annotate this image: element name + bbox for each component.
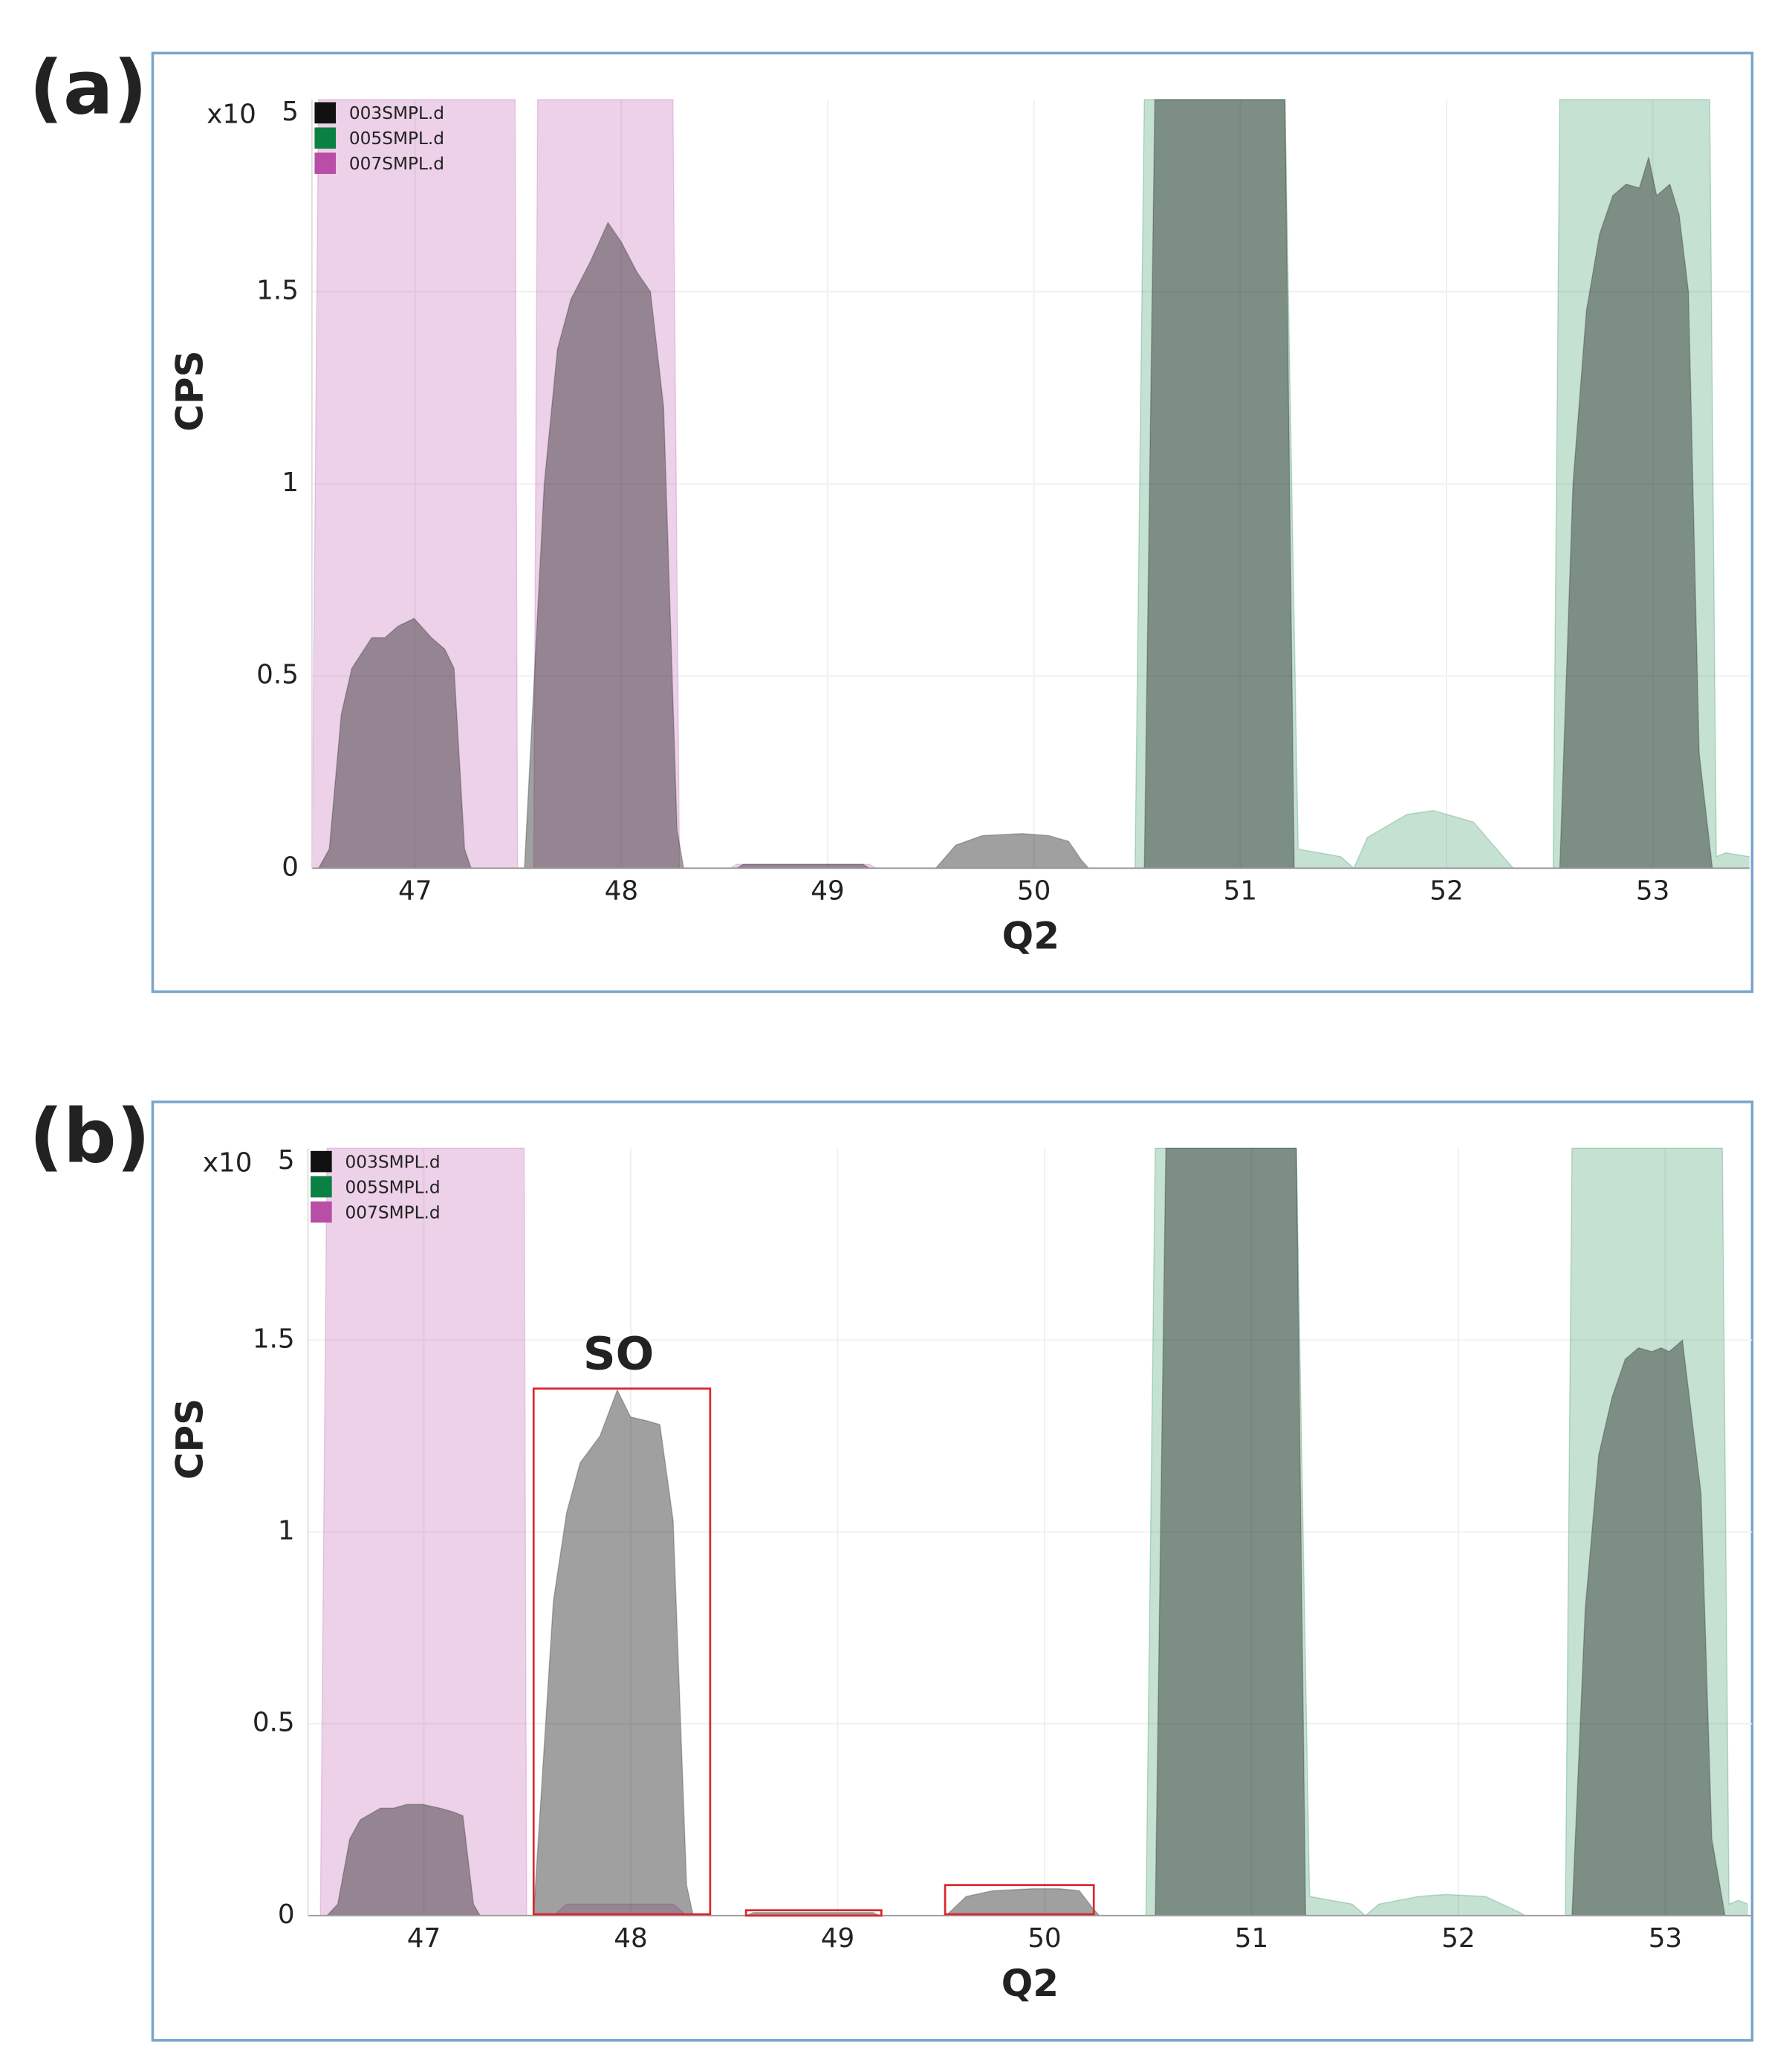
area-fill bbox=[311, 99, 1750, 869]
y-tick-label: 1.5 bbox=[253, 1323, 295, 1354]
y-exponent: 5 bbox=[282, 97, 299, 127]
x-tick-label: 53 bbox=[1649, 1923, 1682, 1954]
legend-swatch bbox=[314, 127, 337, 149]
y-exponent: 5 bbox=[278, 1145, 295, 1176]
area-fill bbox=[311, 99, 1750, 869]
area-line bbox=[320, 1147, 1749, 1916]
panel-label: (a) bbox=[29, 44, 147, 131]
y-tick-label: 0 bbox=[278, 1899, 295, 1930]
x-tick-label: 51 bbox=[1224, 875, 1257, 906]
area-line bbox=[311, 99, 1750, 869]
x-tick-label: 49 bbox=[821, 1923, 854, 1954]
annotation: SO bbox=[583, 1328, 654, 1380]
y-tick-label: 1 bbox=[282, 467, 299, 498]
y-axis-title: CPS bbox=[169, 1399, 212, 1480]
y-tick-label: 0.5 bbox=[253, 1708, 295, 1738]
legend-label: 003SMPL.d bbox=[345, 1152, 441, 1172]
y-multiplier: x10 bbox=[207, 99, 256, 129]
x-tick-label: 47 bbox=[407, 1923, 441, 1954]
legend-label: 007SMPL.d bbox=[345, 1202, 441, 1222]
area-fill bbox=[320, 1148, 1748, 1916]
legend-swatch bbox=[311, 1201, 332, 1223]
x-axis-title: Q2 bbox=[1001, 1962, 1059, 2005]
x-tick-label: 50 bbox=[1017, 875, 1051, 906]
legend-label: 007SMPL.d bbox=[349, 154, 444, 174]
highlight-boxes bbox=[532, 1387, 1095, 1917]
area-line bbox=[320, 1147, 1748, 1916]
x-tick-label: 50 bbox=[1028, 1923, 1061, 1954]
panel-frame bbox=[151, 1100, 1754, 2042]
x-tick-label: 49 bbox=[811, 875, 844, 906]
x-axis-title: Q2 bbox=[1002, 914, 1059, 957]
y-tick-label: 1 bbox=[278, 1516, 295, 1546]
legend-swatch bbox=[311, 1176, 332, 1198]
legend-label: 005SMPL.d bbox=[345, 1177, 441, 1197]
area-line bbox=[311, 99, 1750, 869]
legend-label: 003SMPL.d bbox=[349, 103, 444, 123]
area-fill bbox=[320, 1148, 1748, 1916]
legend-swatch bbox=[314, 102, 337, 124]
x-tick-label: 53 bbox=[1636, 875, 1669, 906]
y-multiplier: x10 bbox=[203, 1148, 253, 1179]
highlight-box bbox=[944, 1884, 1095, 1916]
x-tick-label: 48 bbox=[614, 1923, 647, 1954]
area-line bbox=[311, 99, 1750, 869]
legend-swatch bbox=[311, 1150, 332, 1173]
y-axis-title: CPS bbox=[169, 350, 212, 431]
x-tick-label: 51 bbox=[1235, 1923, 1268, 1954]
panel-label: (b) bbox=[29, 1093, 150, 1180]
y-tick-label: 0 bbox=[282, 852, 299, 882]
area-fill bbox=[320, 1148, 1748, 1916]
x-tick-label: 52 bbox=[1441, 1923, 1475, 1954]
legend-swatch bbox=[314, 152, 337, 175]
y-tick-label: 0.5 bbox=[256, 660, 299, 690]
legend-label: 005SMPL.d bbox=[349, 129, 444, 149]
x-tick-label: 52 bbox=[1429, 875, 1463, 906]
highlight-box bbox=[532, 1387, 712, 1916]
panel-frame bbox=[151, 51, 1754, 994]
y-tick-label: 1.5 bbox=[256, 276, 299, 306]
x-tick-label: 48 bbox=[605, 875, 638, 906]
area-fill bbox=[311, 99, 1750, 869]
x-tick-label: 47 bbox=[398, 875, 432, 906]
highlight-box bbox=[744, 1909, 883, 1917]
